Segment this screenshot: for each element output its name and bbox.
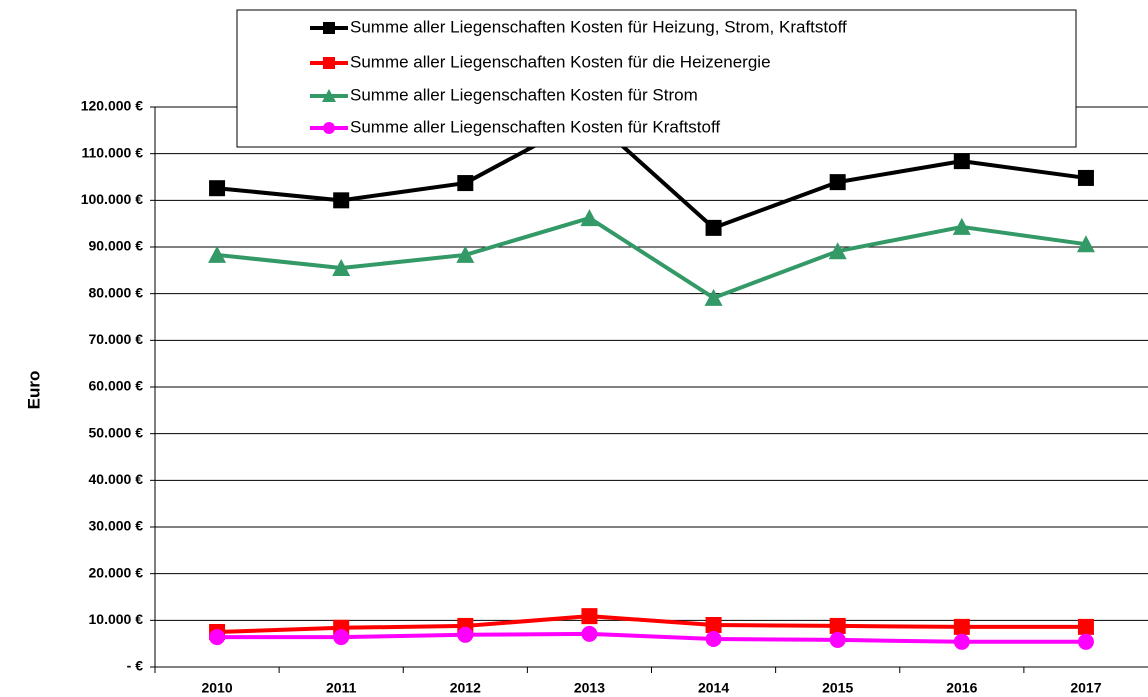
y-tick-label: - € bbox=[127, 658, 144, 674]
data-point bbox=[581, 625, 598, 642]
data-point bbox=[829, 617, 846, 634]
data-point bbox=[208, 245, 227, 263]
x-tick-label: 2012 bbox=[450, 680, 481, 696]
legend-box bbox=[236, 9, 1077, 148]
legend-label: Summe aller Liegenschaften Kosten für St… bbox=[350, 85, 698, 104]
legend-label: Summe aller Liegenschaften Kosten für He… bbox=[350, 17, 847, 36]
data-point bbox=[953, 633, 970, 650]
data-point bbox=[952, 217, 971, 235]
data-point bbox=[953, 153, 970, 170]
y-axis-label: Euro bbox=[24, 371, 43, 410]
x-tick-label: 2017 bbox=[1070, 680, 1101, 696]
data-point bbox=[829, 631, 846, 648]
y-tick-label: 20.000 € bbox=[89, 564, 144, 580]
data-point bbox=[580, 209, 599, 227]
series-line bbox=[216, 114, 1087, 230]
y-tick-label: 110.000 € bbox=[81, 144, 143, 160]
data-point bbox=[953, 618, 970, 635]
data-point bbox=[704, 288, 723, 306]
x-tick-label: 2015 bbox=[822, 680, 853, 696]
y-tick-label: 40.000 € bbox=[89, 471, 144, 487]
y-tick-label: 70.000 € bbox=[89, 331, 144, 347]
legend-marker bbox=[323, 57, 335, 69]
data-point bbox=[332, 259, 351, 276]
data-point bbox=[705, 631, 722, 647]
x-tick-label: 2016 bbox=[946, 680, 977, 696]
y-tick-label: 120.000 € bbox=[81, 98, 143, 114]
legend-marker bbox=[322, 89, 336, 102]
legend-marker bbox=[323, 122, 335, 134]
data-point bbox=[829, 174, 846, 191]
data-point bbox=[1077, 633, 1094, 650]
data-point bbox=[209, 629, 226, 646]
data-point bbox=[705, 617, 722, 633]
x-tick-label: 2014 bbox=[698, 680, 729, 696]
y-tick-label: 50.000 € bbox=[89, 424, 144, 440]
data-point bbox=[457, 626, 474, 643]
data-point bbox=[828, 242, 847, 260]
legend-label: Summe aller Liegenschaften Kosten für di… bbox=[350, 52, 771, 71]
x-tick-label: 2011 bbox=[326, 680, 357, 696]
x-tick-label: 2010 bbox=[201, 680, 232, 696]
data-point bbox=[1077, 618, 1094, 635]
data-point bbox=[457, 175, 474, 192]
data-point bbox=[456, 245, 475, 263]
y-tick-label: 30.000 € bbox=[89, 518, 144, 534]
legend-marker bbox=[323, 22, 335, 34]
y-tick-label: 80.000 € bbox=[89, 284, 144, 300]
series-line bbox=[216, 614, 1086, 634]
data-point bbox=[581, 608, 598, 625]
y-tick-label: 10.000 € bbox=[89, 611, 144, 627]
y-tick-label: 60.000 € bbox=[89, 378, 144, 394]
x-tick-label: 2013 bbox=[574, 680, 605, 696]
data-point bbox=[209, 180, 226, 197]
series-line bbox=[216, 216, 1087, 300]
series-line bbox=[217, 631, 1086, 644]
data-point bbox=[1076, 235, 1095, 253]
data-point bbox=[333, 629, 350, 646]
data-point bbox=[705, 219, 722, 236]
legend-label: Summe aller Liegenschaften Kosten für Kr… bbox=[350, 117, 720, 136]
data-point bbox=[1077, 169, 1094, 186]
y-tick-label: 100.000 € bbox=[81, 191, 143, 207]
data-point bbox=[333, 192, 350, 209]
y-tick-label: 90.000 € bbox=[89, 238, 144, 254]
